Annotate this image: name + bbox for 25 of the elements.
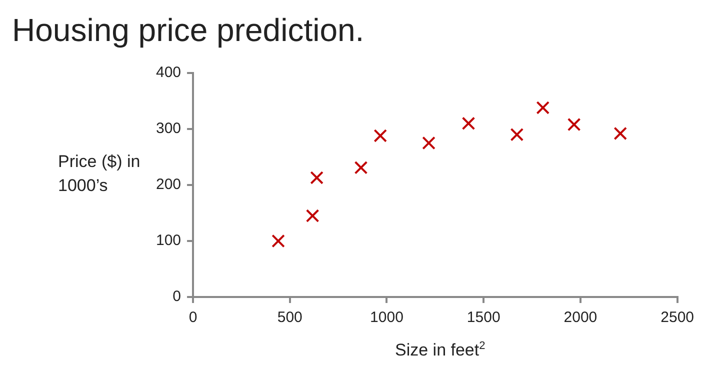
point [354, 160, 368, 174]
point [272, 234, 285, 248]
y-tick-label: 0 [172, 288, 182, 306]
y-tick-label: 300 [156, 120, 182, 138]
x-tick-label: 0 [188, 309, 198, 326]
point [614, 126, 628, 140]
x-tick-label: 2500 [660, 309, 694, 326]
y-tick-label: 400 [156, 64, 182, 82]
point [306, 209, 320, 222]
point [536, 101, 550, 114]
x-tick-label: 2000 [564, 309, 598, 326]
point [374, 129, 388, 142]
x-axis-title: Size in feet$^{2}$ [395, 340, 486, 361]
point [567, 118, 581, 132]
x-tick-label: 1000 [370, 309, 404, 326]
y-axis-title: Price ($) in 1000’s [58, 151, 142, 197]
point [422, 136, 436, 150]
x-tick-label: 1500 [466, 309, 500, 326]
x-tick-label: 500 [277, 309, 302, 326]
point [310, 171, 324, 184]
y-tick-label: 100 [156, 232, 182, 250]
point [510, 128, 524, 142]
y-tick-label: 200 [156, 176, 182, 194]
chart-title: Housing price prediction. [12, 12, 364, 49]
point [462, 116, 476, 130]
